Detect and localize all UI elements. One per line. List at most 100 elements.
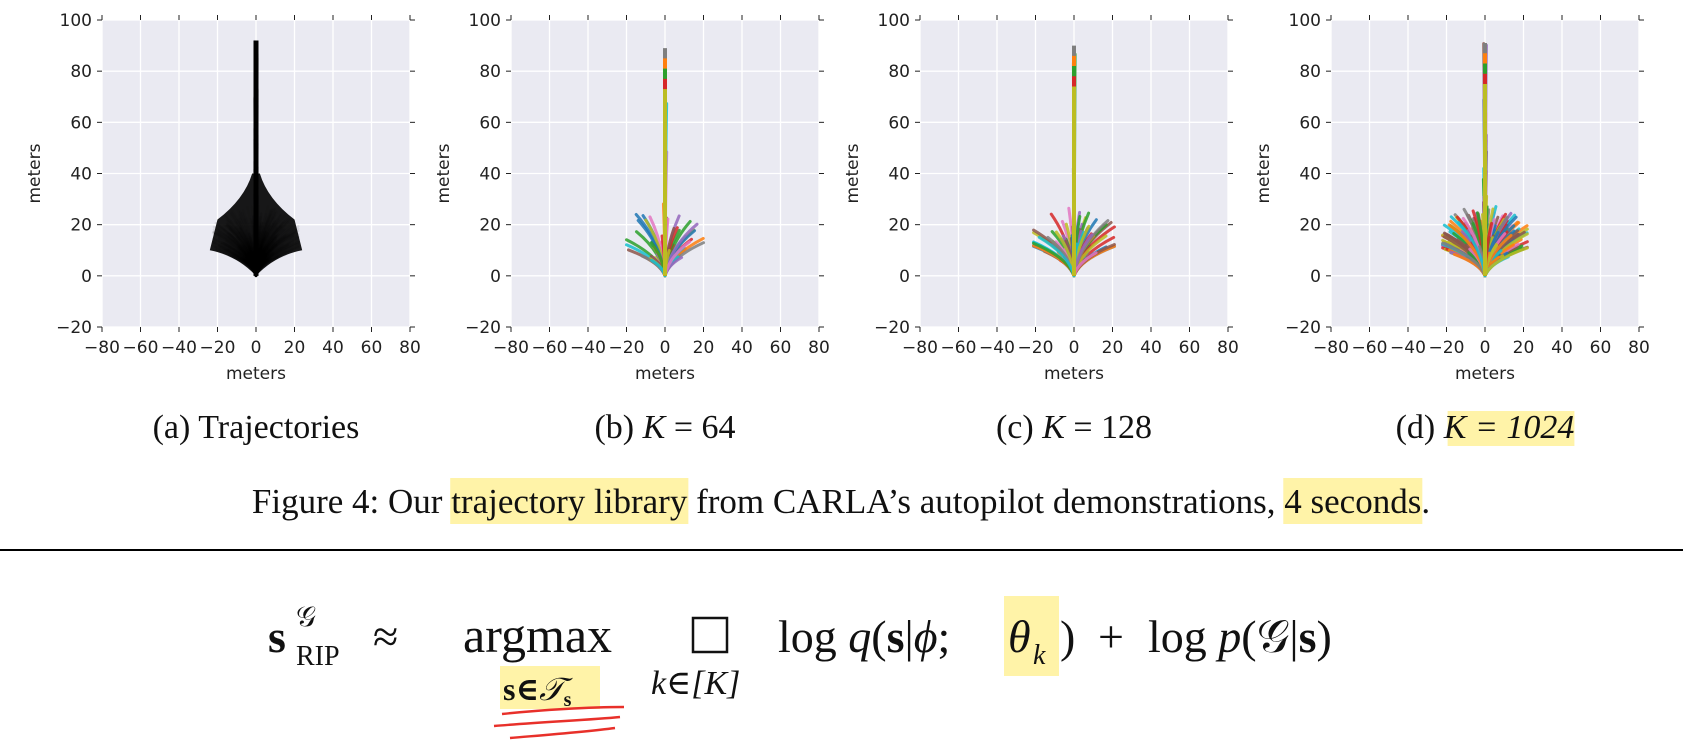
x-tick-label: −60 xyxy=(1352,338,1388,358)
x-tick-label: 0 xyxy=(251,338,262,358)
subcaption-math: K xyxy=(1041,409,1067,446)
y-tick-label: 40 xyxy=(70,165,92,185)
eq-argmax-sub: s∈𝒯s xyxy=(503,671,573,711)
figure-caption: Figure 4: Our trajectory library from CA… xyxy=(252,478,1430,524)
y-tick-label: 0 xyxy=(81,267,92,287)
caption-part: . xyxy=(1421,482,1430,521)
y-tick-label: 60 xyxy=(479,113,501,133)
highlight xyxy=(1004,596,1059,676)
y-tick-label: −20 xyxy=(1285,318,1321,338)
trajectory-plot-b: −80 −60 −40 −20 0 20 40 60 80−20020406080100mete… xyxy=(434,11,830,384)
subcaption-text: (b) xyxy=(594,409,642,446)
eq-theta-sub: k xyxy=(1033,640,1046,671)
x-tick-label: −40 xyxy=(161,338,197,358)
trajectory-plot-d: −80 −60 −40 −20 0 20 40 60 80−20020406080100mete… xyxy=(1254,11,1650,384)
subcaption-d: (d) K = 1024 xyxy=(1396,409,1575,446)
x-tick-label: −20 xyxy=(1018,338,1054,358)
trajectories xyxy=(1032,45,1116,278)
y-tick-label: 40 xyxy=(479,165,501,185)
subcaption-text: = 128 xyxy=(1065,409,1152,446)
x-tick-label: 20 xyxy=(284,338,306,358)
eq-aggregator-box xyxy=(691,616,729,654)
y-tick-label: 60 xyxy=(1299,113,1321,133)
y-tick-label: 0 xyxy=(899,267,910,287)
highlight xyxy=(450,478,689,524)
eq-p: p xyxy=(1215,611,1241,662)
y-axis-label: meters xyxy=(843,143,863,203)
x-axis-label: meters xyxy=(226,364,286,384)
y-tick-label: 20 xyxy=(1299,216,1321,236)
y-tick-label: 0 xyxy=(490,267,501,287)
eq-agg-sub: k∈[K] xyxy=(651,665,740,702)
trajectories xyxy=(625,48,705,278)
trajectory-plot-c: −80 −60 −40 −20 0 20 40 60 80−20020406080100mete… xyxy=(843,11,1239,384)
x-tick-label: −80 xyxy=(902,338,938,358)
y-tick-label: −20 xyxy=(56,318,92,338)
y-axis-label: meters xyxy=(25,143,45,203)
y-tick-label: 0 xyxy=(1310,267,1321,287)
x-tick-label: −80 xyxy=(84,338,120,358)
eq-term2-close: ) xyxy=(1316,611,1331,662)
caption-highlight-text: 4 seconds xyxy=(1284,482,1421,521)
x-tick-label: 40 xyxy=(1140,338,1162,358)
y-tick-label: 20 xyxy=(888,216,910,236)
eq-sub-s: s∈ xyxy=(503,671,539,707)
x-tick-label: −60 xyxy=(123,338,159,358)
subcaption-math: K xyxy=(642,409,668,446)
caption-text: Figure 4: Our trajectory library from CA… xyxy=(252,482,1430,521)
x-tick-label: −80 xyxy=(493,338,529,358)
x-tick-label: 40 xyxy=(731,338,753,358)
subcaption-text: = 64 xyxy=(665,409,735,446)
y-tick-label: 80 xyxy=(1299,62,1321,82)
x-tick-label: −20 xyxy=(1429,338,1465,358)
x-tick-label: −40 xyxy=(1390,338,1426,358)
eq-term2-body: (𝒢| xyxy=(1241,611,1298,662)
y-tick-label: 100 xyxy=(1289,11,1321,31)
x-tick-label: 20 xyxy=(1102,338,1124,358)
x-tick-label: 80 xyxy=(808,338,830,358)
x-tick-label: 80 xyxy=(1217,338,1239,358)
x-tick-label: 0 xyxy=(1480,338,1491,358)
caption-part: from CARLA’s autopilot demonstrations, xyxy=(687,482,1284,521)
caption-part: Our xyxy=(388,482,451,521)
eq-approx: ≈ xyxy=(373,611,398,662)
eq-s: s xyxy=(887,611,905,662)
eq-lhs-sub: RIP xyxy=(296,641,340,672)
eq-lhs-sup: 𝒢 xyxy=(296,602,316,633)
x-tick-label: 0 xyxy=(660,338,671,358)
x-tick-label: 80 xyxy=(1628,338,1650,358)
y-tick-label: 40 xyxy=(1299,165,1321,185)
eq-bar-phi: | xyxy=(905,611,914,662)
annotation-underline xyxy=(501,705,625,716)
subcaption-c: (c) K = 128 xyxy=(996,409,1152,446)
x-tick-label: 40 xyxy=(322,338,344,358)
y-tick-label: 80 xyxy=(888,62,910,82)
eq-argmax: argmax xyxy=(463,607,612,663)
x-tick-label: 20 xyxy=(693,338,715,358)
x-axis-label: meters xyxy=(635,364,695,384)
highlight xyxy=(1447,411,1575,446)
subcaption-text: (d) xyxy=(1396,409,1444,446)
subcaption-text: (c) xyxy=(996,409,1042,446)
highlight xyxy=(500,666,600,709)
x-tick-label: −40 xyxy=(979,338,1015,358)
x-tick-label: 40 xyxy=(1551,338,1573,358)
y-tick-label: 100 xyxy=(469,11,501,31)
x-tick-label: 0 xyxy=(1069,338,1080,358)
y-axis-label: meters xyxy=(1254,143,1274,203)
x-tick-label: −60 xyxy=(941,338,977,358)
trajectory-density xyxy=(209,173,303,276)
y-tick-label: 80 xyxy=(479,62,501,82)
x-tick-label: −60 xyxy=(532,338,568,358)
eq-log2: log xyxy=(1148,611,1218,662)
y-tick-label: 80 xyxy=(70,62,92,82)
eq-q: q xyxy=(848,611,871,662)
x-tick-label: −20 xyxy=(609,338,645,358)
eq-paren: ( xyxy=(871,611,886,662)
y-tick-label: 40 xyxy=(888,165,910,185)
caption-prefix: Figure 4: xyxy=(252,482,388,521)
subcaption-a: (a) Trajectories xyxy=(153,409,360,446)
eq-theta: θ xyxy=(1008,611,1031,662)
x-tick-label: 60 xyxy=(361,338,383,358)
eq-sub-s2: s xyxy=(564,689,572,711)
